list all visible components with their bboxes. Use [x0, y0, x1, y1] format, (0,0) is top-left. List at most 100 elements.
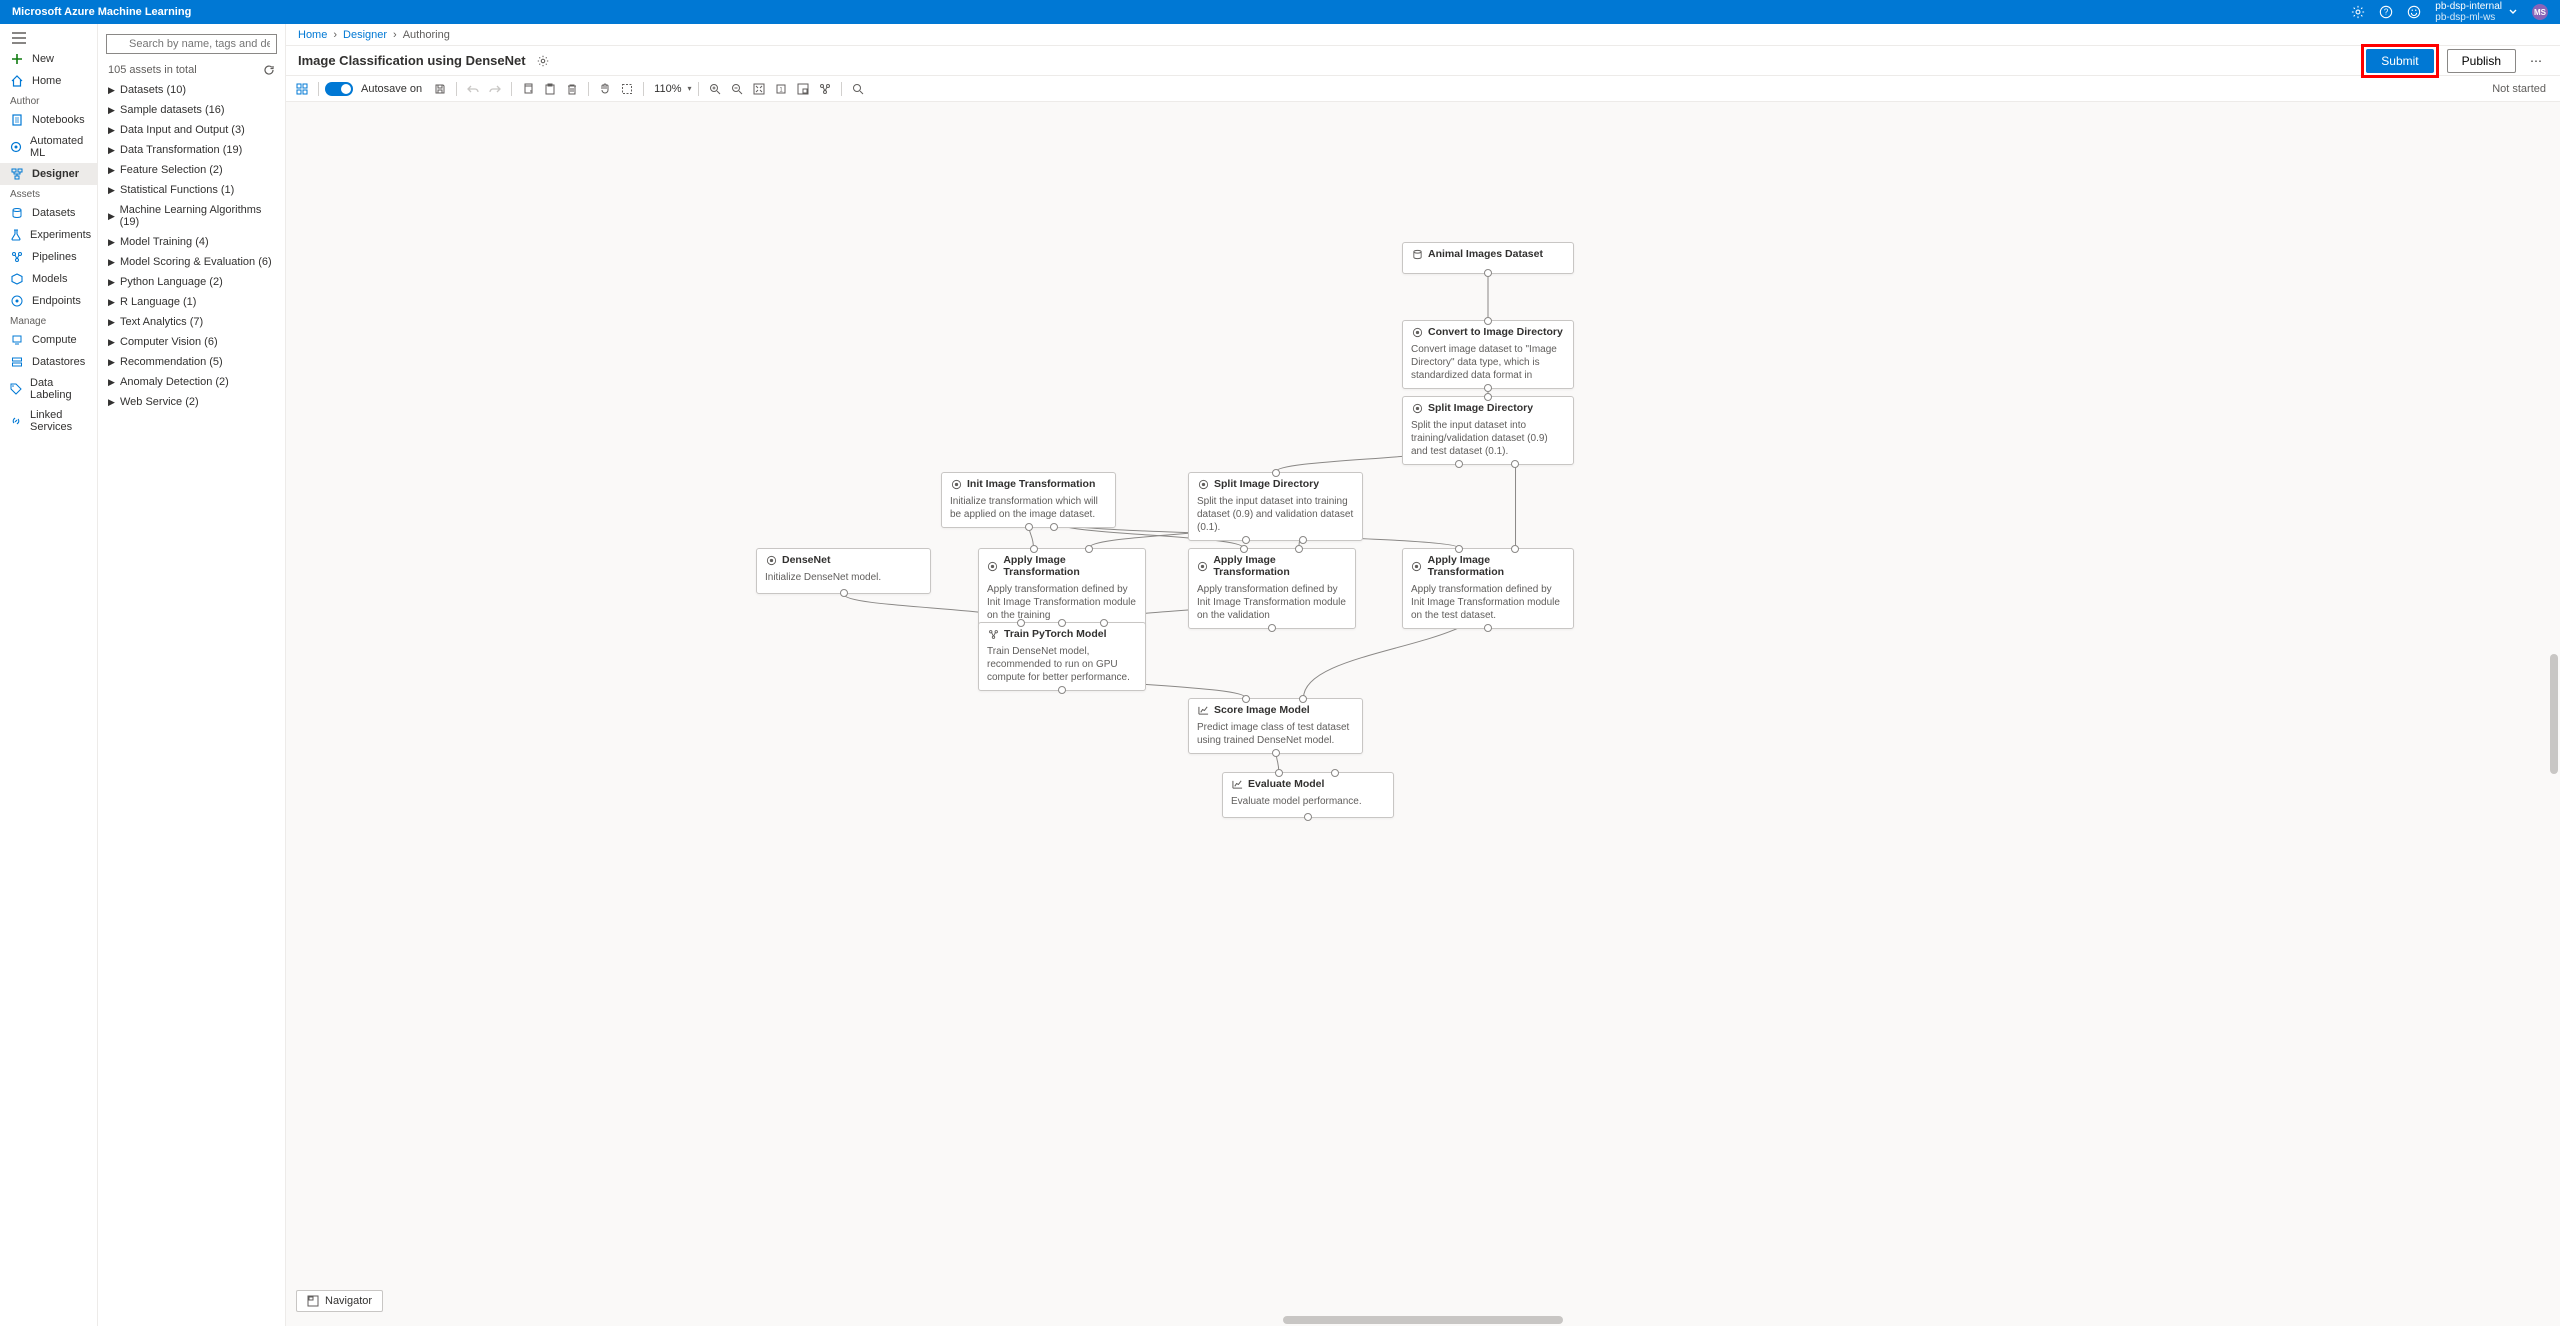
output-port[interactable] — [1242, 536, 1250, 544]
pipeline-node-convert[interactable]: Convert to Image DirectoryConvert image … — [1402, 320, 1574, 389]
undo-icon[interactable] — [463, 80, 483, 98]
pipeline-node-init[interactable]: Init Image TransformationInitialize tran… — [941, 472, 1116, 528]
output-port[interactable] — [1304, 813, 1312, 821]
more-icon[interactable]: ⋯ — [2524, 50, 2548, 72]
workspace-selector[interactable]: pb-dsp-internal pb-dsp-ml-ws — [2435, 1, 2518, 23]
output-port[interactable] — [1272, 749, 1280, 757]
input-port[interactable] — [1100, 619, 1108, 627]
category-item[interactable]: ▶Data Input and Output (3) — [98, 120, 285, 140]
select-icon[interactable] — [617, 80, 637, 98]
paste-icon[interactable] — [540, 80, 560, 98]
output-port[interactable] — [1484, 269, 1492, 277]
input-port[interactable] — [1085, 545, 1093, 553]
nav-datastores[interactable]: Datastores — [0, 351, 97, 373]
input-port[interactable] — [1272, 469, 1280, 477]
nav-data-labeling[interactable]: Data Labeling — [0, 373, 97, 405]
breadcrumb-home[interactable]: Home — [298, 29, 327, 41]
horizontal-scrollbar[interactable] — [1283, 1316, 1563, 1324]
output-port[interactable] — [1050, 523, 1058, 531]
search-input[interactable] — [106, 34, 277, 54]
input-port[interactable] — [1058, 619, 1066, 627]
category-item[interactable]: ▶Sample datasets (16) — [98, 100, 285, 120]
layout-icon[interactable] — [815, 80, 835, 98]
zoom-label[interactable]: 110% — [650, 83, 685, 95]
view-icon[interactable] — [292, 80, 312, 98]
refresh-icon[interactable] — [263, 64, 275, 76]
redo-icon[interactable] — [485, 80, 505, 98]
fit-icon[interactable] — [749, 80, 769, 98]
nav-designer[interactable]: Designer — [0, 163, 97, 185]
copy-icon[interactable] — [518, 80, 538, 98]
nav-new[interactable]: New — [0, 48, 97, 70]
category-item[interactable]: ▶Python Language (2) — [98, 272, 285, 292]
output-port[interactable] — [1484, 384, 1492, 392]
output-port[interactable] — [1268, 624, 1276, 632]
input-port[interactable] — [1030, 545, 1038, 553]
output-port[interactable] — [1484, 624, 1492, 632]
output-port[interactable] — [1025, 523, 1033, 531]
category-item[interactable]: ▶Anomaly Detection (2) — [98, 372, 285, 392]
nav-endpoints[interactable]: Endpoints — [0, 290, 97, 312]
actual-icon[interactable]: 1 — [771, 80, 791, 98]
input-port[interactable] — [1240, 545, 1248, 553]
nav-experiments[interactable]: Experiments — [0, 224, 97, 246]
input-port[interactable] — [1484, 393, 1492, 401]
canvas[interactable]: Animal Images Dataset Convert to Image Di… — [286, 102, 2560, 1326]
navigator-button[interactable]: Navigator — [296, 1290, 383, 1312]
autosave-toggle[interactable] — [325, 82, 353, 96]
feedback-icon[interactable] — [2407, 5, 2421, 19]
nav-home[interactable]: Home — [0, 70, 97, 92]
search-canvas-icon[interactable] — [848, 80, 868, 98]
nav-linked-services[interactable]: Linked Services — [0, 405, 97, 437]
output-port[interactable] — [1058, 686, 1066, 694]
pipeline-node-animal[interactable]: Animal Images Dataset — [1402, 242, 1574, 274]
publish-button[interactable]: Publish — [2447, 49, 2516, 73]
minimap-icon[interactable] — [793, 80, 813, 98]
hand-icon[interactable] — [595, 80, 615, 98]
category-item[interactable]: ▶Datasets (10) — [98, 80, 285, 100]
input-port[interactable] — [1295, 545, 1303, 553]
nav-models[interactable]: Models — [0, 268, 97, 290]
category-item[interactable]: ▶Text Analytics (7) — [98, 312, 285, 332]
input-port[interactable] — [1017, 619, 1025, 627]
nav-pipelines[interactable]: Pipelines — [0, 246, 97, 268]
pipeline-node-split1[interactable]: Split Image DirectorySplit the input dat… — [1402, 396, 1574, 465]
output-port[interactable] — [1299, 536, 1307, 544]
output-port[interactable] — [1455, 460, 1463, 468]
category-item[interactable]: ▶Computer Vision (6) — [98, 332, 285, 352]
zoom-out-icon[interactable] — [727, 80, 747, 98]
delete-icon[interactable] — [562, 80, 582, 98]
category-item[interactable]: ▶R Language (1) — [98, 292, 285, 312]
pipeline-node-eval[interactable]: Evaluate ModelEvaluate model performance… — [1222, 772, 1394, 818]
avatar[interactable]: MS — [2532, 4, 2548, 20]
pipeline-node-apply3[interactable]: Apply Image TransformationApply transfor… — [1402, 548, 1574, 629]
input-port[interactable] — [1484, 317, 1492, 325]
nav-compute[interactable]: Compute — [0, 329, 97, 351]
breadcrumb-designer[interactable]: Designer — [343, 29, 387, 41]
output-port[interactable] — [840, 589, 848, 597]
pipeline-node-train[interactable]: Train PyTorch ModelTrain DenseNet model,… — [978, 622, 1146, 691]
category-item[interactable]: ▶Model Scoring & Evaluation (6) — [98, 252, 285, 272]
category-item[interactable]: ▶Statistical Functions (1) — [98, 180, 285, 200]
category-item[interactable]: ▶Recommendation (5) — [98, 352, 285, 372]
settings-icon[interactable] — [2351, 5, 2365, 19]
nav-datasets[interactable]: Datasets — [0, 202, 97, 224]
submit-button[interactable]: Submit — [2366, 49, 2433, 73]
hamburger-icon[interactable] — [0, 28, 97, 48]
save-icon[interactable] — [430, 80, 450, 98]
pipeline-node-dense[interactable]: DenseNetInitialize DenseNet model. — [756, 548, 931, 594]
pipeline-node-split2[interactable]: Split Image DirectorySplit the input dat… — [1188, 472, 1363, 541]
nav-automated-ml[interactable]: Automated ML — [0, 131, 97, 163]
pipeline-node-apply1[interactable]: Apply Image TransformationApply transfor… — [978, 548, 1146, 629]
category-item[interactable]: ▶Feature Selection (2) — [98, 160, 285, 180]
nav-notebooks[interactable]: Notebooks — [0, 109, 97, 131]
category-item[interactable]: ▶Machine Learning Algorithms (19) — [98, 200, 285, 232]
output-port[interactable] — [1511, 460, 1519, 468]
gear-icon[interactable] — [536, 54, 550, 68]
help-icon[interactable]: ? — [2379, 5, 2393, 19]
vertical-scrollbar[interactable] — [2550, 654, 2558, 774]
category-item[interactable]: ▶Model Training (4) — [98, 232, 285, 252]
pipeline-node-apply2[interactable]: Apply Image TransformationApply transfor… — [1188, 548, 1356, 629]
category-item[interactable]: ▶Web Service (2) — [98, 392, 285, 412]
category-item[interactable]: ▶Data Transformation (19) — [98, 140, 285, 160]
